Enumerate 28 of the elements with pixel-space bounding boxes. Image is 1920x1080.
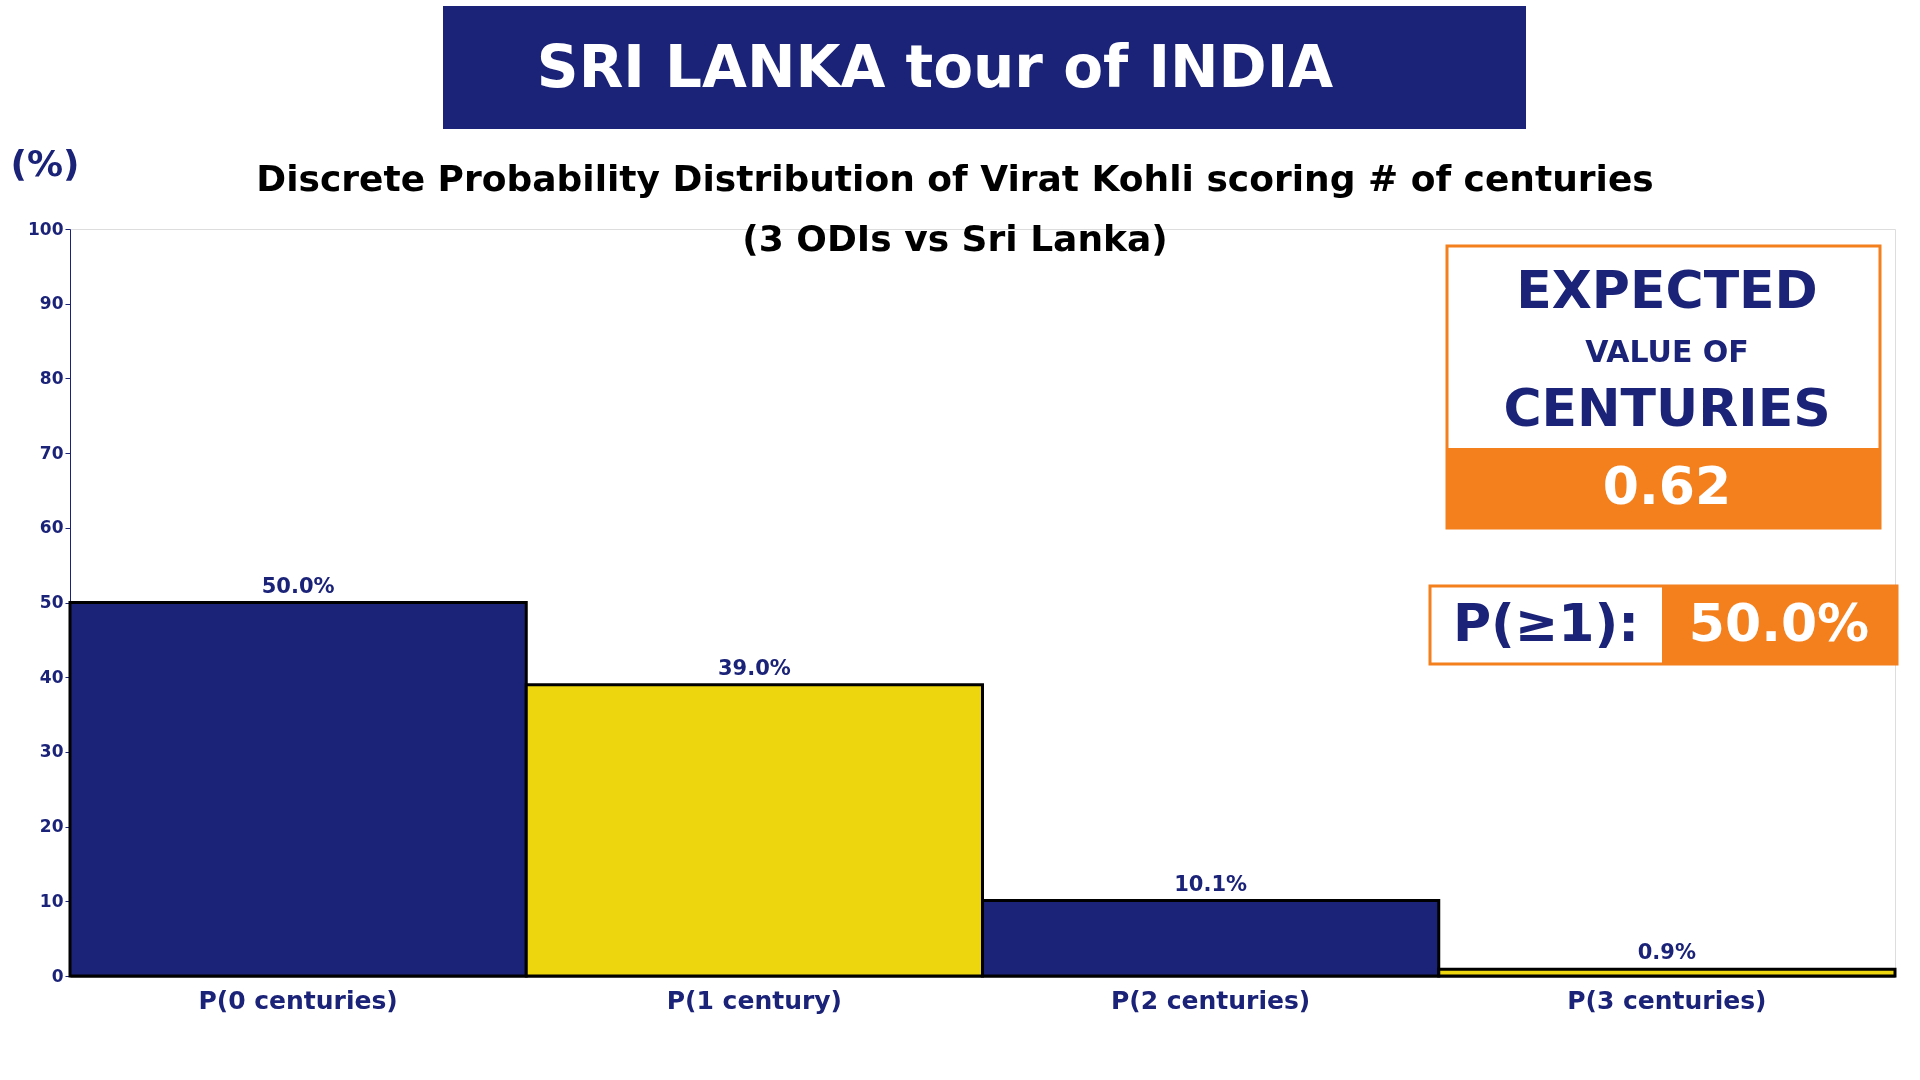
y-tick-label: 90 (39, 293, 64, 314)
y-tick-label: 20 (39, 816, 64, 837)
y-tick-label: 60 (39, 517, 64, 538)
y-tick-label: 50 (39, 592, 64, 612)
annotation: VALUE OF (1585, 334, 1749, 369)
chart-subtitle: Discrete Probability Distribution of Virat Kohli scoring # of centuries (3 ODIs vs Sri Lanka) (256, 158, 1654, 259)
y-tick-label: 10 (39, 890, 64, 911)
chart-title: SRI LANKA tour of INDIA (536, 33, 1334, 101)
x-tick-label: P(0 centuries) (198, 985, 398, 1015)
data-label: 0.9% (1637, 940, 1696, 965)
annotation: 50.0% (1688, 593, 1870, 653)
y-tick-label: 80 (39, 367, 64, 388)
y-axis-title: (%) (10, 143, 80, 184)
annotation: EXPECTED (1516, 260, 1818, 320)
y-tick-label: 0 (51, 965, 64, 986)
y-tick-label: 70 (39, 442, 64, 463)
x-tick-label: P(1 century) (666, 985, 842, 1015)
annotation: CENTURIES (1503, 378, 1831, 438)
x-tick-label: P(2 centuries) (1110, 985, 1311, 1015)
data-label: 50.0% (261, 573, 335, 598)
x-tick-label: P(3 centuries) (1567, 985, 1767, 1015)
y-tick-label: 30 (39, 741, 64, 762)
data-label: 10.1% (1174, 871, 1248, 896)
y-tick-label: 100 (28, 218, 64, 239)
y-tick-label: 40 (39, 666, 64, 687)
data-label: 39.0% (717, 655, 791, 680)
annotation: 0.62 (1602, 456, 1732, 516)
annotation: P(≥1): (1452, 593, 1640, 653)
